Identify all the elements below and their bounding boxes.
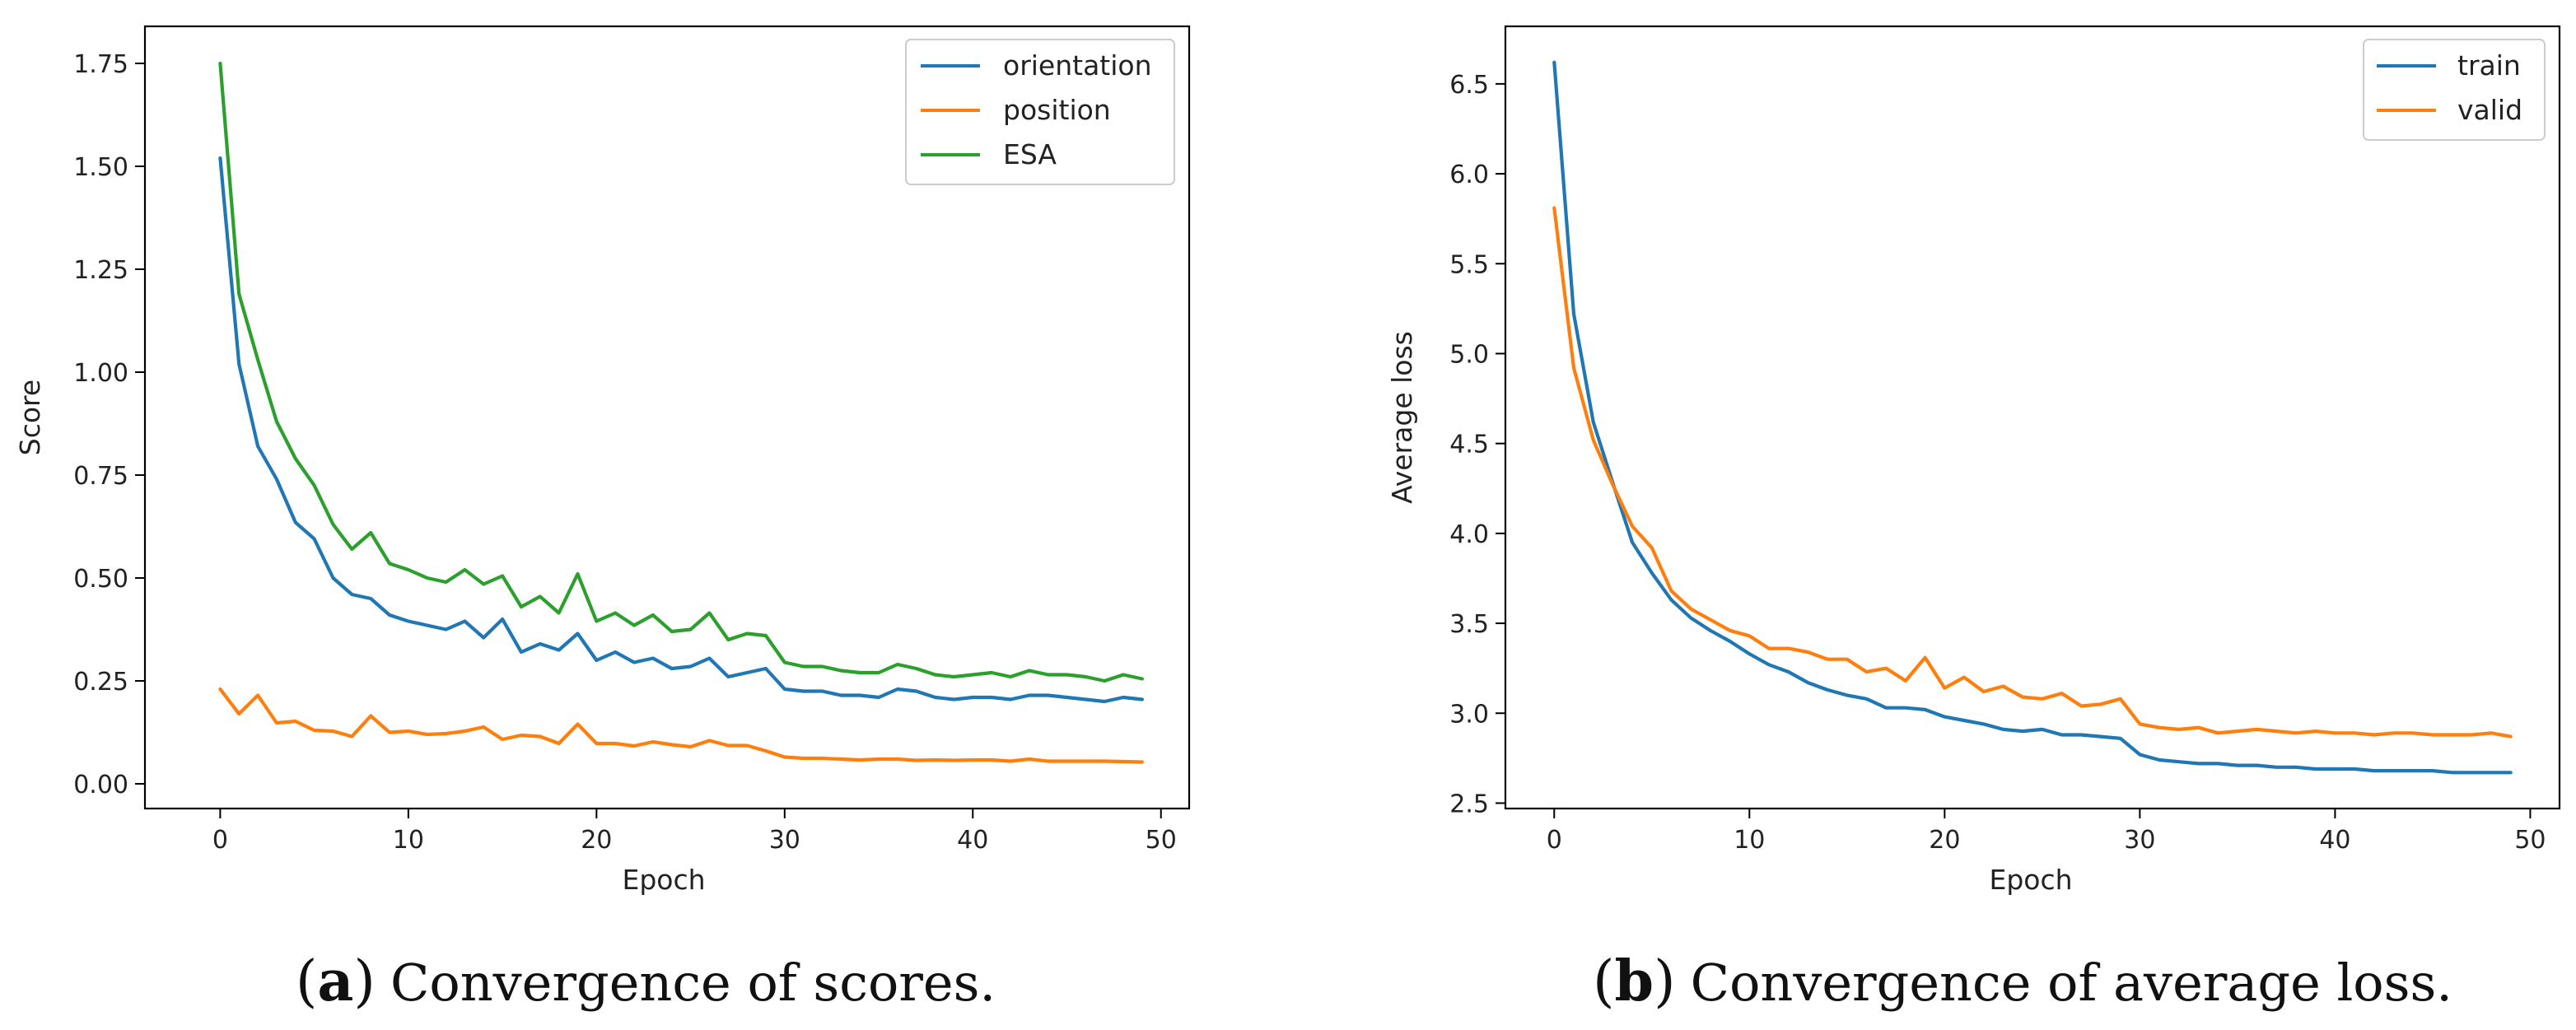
caption-letter-b: b <box>1615 948 1654 1014</box>
x-tick-label: 30 <box>2124 826 2155 855</box>
x-tick-label: 0 <box>1547 826 1562 855</box>
x-tick-label: 50 <box>1146 826 1177 855</box>
caption-letter-a: a <box>317 948 353 1014</box>
y-tick-label: 6.5 <box>1449 71 1489 100</box>
x-tick-label: 0 <box>212 826 228 855</box>
y-tick-label: 0.00 <box>73 771 128 799</box>
legend-label-orientation: orientation <box>1003 49 1152 82</box>
legend-label-train: train <box>2457 49 2521 82</box>
x-tick-label: 40 <box>957 826 988 855</box>
chart-panel-b: 2.53.03.54.04.55.05.56.06.5 0 10 20 30 40 50 … <box>1386 25 2561 896</box>
legend-a: orientation position ESA <box>905 39 1175 185</box>
y-tick-label: 5.5 <box>1449 250 1489 279</box>
y-tick-label: 0.75 <box>73 462 128 491</box>
y-tick-label: 4.0 <box>1449 520 1489 549</box>
y-axis-label-b: Average loss <box>1386 331 1418 504</box>
x-tick-label: 20 <box>1929 826 1960 855</box>
y-tick-label: 1.50 <box>73 153 128 182</box>
plot-frame-a <box>143 25 1191 810</box>
x-axis-label-b: Epoch <box>1989 864 2072 896</box>
y-tick-label: 2.5 <box>1449 790 1489 818</box>
y-tick-label: 0.50 <box>73 565 128 594</box>
series-line-esa <box>218 61 1145 683</box>
y-tick-label: 1.75 <box>73 50 128 79</box>
svg-text:(b)Convergence of average loss: (b) Convergence of average loss. <box>1593 948 2452 1014</box>
x-tick-label: 40 <box>2319 826 2350 855</box>
plot-frame-b <box>1504 25 2561 810</box>
series-line-train <box>1552 60 2513 775</box>
series-line-valid <box>1552 206 2513 739</box>
y-tick-label: 3.0 <box>1449 700 1489 729</box>
y-tick-label: 1.25 <box>73 256 128 285</box>
y-tick-label: 6.0 <box>1449 161 1489 189</box>
caption-text-b: Convergence of average loss. <box>1691 953 2452 1013</box>
x-tick-label: 20 <box>581 826 612 855</box>
y-tick-label: 3.5 <box>1449 610 1489 639</box>
y-tick-label: 4.5 <box>1449 431 1489 459</box>
legend-b: train valid <box>2363 39 2546 141</box>
caption-text-a: Convergence of scores. <box>390 953 996 1013</box>
x-tick-label: 30 <box>769 826 800 855</box>
y-tick-label: 1.00 <box>73 359 128 388</box>
svg-text:(a)Convergence of scores.: (a) Convergence of scores. <box>296 948 996 1014</box>
series-line-position <box>218 687 1145 764</box>
legend-label-position: position <box>1003 94 1111 126</box>
legend-box-a <box>905 39 1175 185</box>
caption-b: (b) Convergence of average loss. <box>1593 948 2452 1014</box>
x-tick-label: 10 <box>393 826 424 855</box>
legend-label-esa: ESA <box>1003 138 1057 170</box>
x-axis-label-a: Epoch <box>622 864 705 896</box>
y-tick-label: 0.25 <box>73 668 128 697</box>
x-tick-label: 50 <box>2514 826 2546 855</box>
y-axis-label-a: Score <box>14 380 46 455</box>
chart-panel-a: 0.00 0.25 0.50 0.75 1.00 1.25 1.50 1.75 0 10 20 30… <box>14 25 1191 896</box>
x-tick-label: 10 <box>1734 826 1765 855</box>
series-line-orientation <box>218 156 1145 704</box>
caption-a: (a) Convergence of scores. <box>296 948 996 1014</box>
y-tick-label: 5.0 <box>1449 340 1489 369</box>
legend-label-valid: valid <box>2457 94 2522 126</box>
